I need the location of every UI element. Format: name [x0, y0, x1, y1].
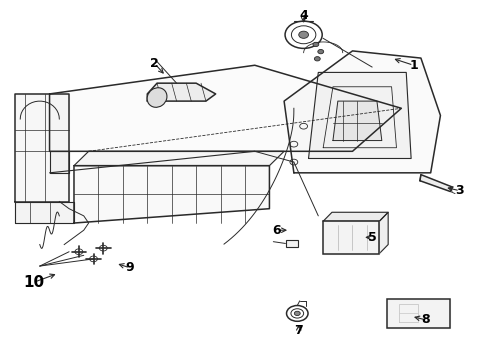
Polygon shape: [74, 151, 284, 166]
Circle shape: [315, 57, 320, 61]
Circle shape: [299, 31, 309, 39]
Polygon shape: [15, 94, 69, 202]
Polygon shape: [284, 51, 441, 173]
Polygon shape: [49, 151, 69, 173]
Text: 2: 2: [150, 57, 159, 70]
Polygon shape: [420, 175, 453, 192]
Polygon shape: [147, 83, 216, 101]
Text: 5: 5: [368, 231, 376, 244]
Polygon shape: [387, 299, 450, 328]
Text: 3: 3: [456, 184, 465, 197]
Polygon shape: [286, 239, 298, 247]
Polygon shape: [379, 212, 388, 253]
Polygon shape: [74, 166, 270, 223]
Circle shape: [318, 49, 324, 54]
Circle shape: [313, 42, 319, 46]
Text: 10: 10: [24, 275, 45, 290]
Text: 4: 4: [299, 9, 308, 22]
Polygon shape: [49, 65, 401, 151]
Text: 6: 6: [272, 224, 281, 237]
Text: 1: 1: [409, 59, 418, 72]
Circle shape: [294, 311, 300, 316]
Bar: [387, 299, 450, 328]
Polygon shape: [15, 202, 74, 223]
Polygon shape: [309, 72, 411, 158]
Polygon shape: [333, 101, 382, 140]
Bar: [286, 239, 298, 247]
Ellipse shape: [147, 88, 167, 107]
Text: 7: 7: [294, 324, 303, 337]
Text: 8: 8: [421, 313, 430, 327]
Text: 9: 9: [126, 261, 134, 274]
Polygon shape: [323, 221, 379, 253]
Bar: [323, 221, 379, 253]
Polygon shape: [323, 212, 388, 221]
